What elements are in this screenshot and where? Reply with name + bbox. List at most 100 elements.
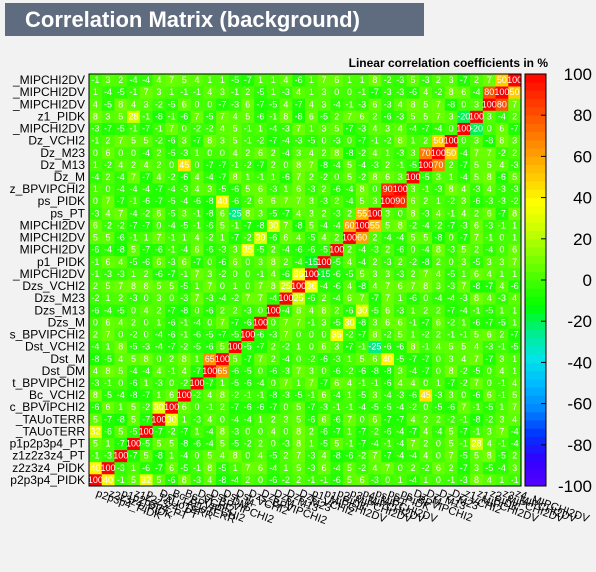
- heatmap-cell-value: -4: [193, 317, 201, 327]
- heatmap-cell-value: -1: [193, 87, 201, 97]
- color-scale-band: [525, 403, 546, 413]
- heatmap-cell-value: 2: [156, 305, 161, 315]
- heatmap-cell-value: 0: [347, 136, 352, 146]
- heatmap-cell-value: -1: [91, 136, 99, 146]
- heatmap-cell-value: 6: [106, 148, 111, 158]
- heatmap-cell: [508, 461, 522, 475]
- heatmap-cell-value: -1: [345, 402, 353, 412]
- heatmap-cell-value: -1: [244, 390, 252, 400]
- heatmap-cell-value: -4: [91, 342, 99, 352]
- heatmap-cell-value: 7: [296, 124, 301, 134]
- heatmap-cell-value: 8: [474, 293, 479, 303]
- heatmap-cell-value: 3: [322, 124, 327, 134]
- heatmap-cell-value: 1: [436, 196, 441, 206]
- heatmap-cell-value: -5: [345, 269, 353, 279]
- heatmap-cell: [305, 316, 319, 329]
- heatmap-cell-value: 6: [93, 220, 98, 230]
- heatmap-cell-value: 8: [182, 475, 187, 485]
- heatmap-cell-value: 1: [512, 269, 517, 279]
- heatmap-cell-value: 4: [474, 342, 479, 352]
- heatmap-cell-value: 30: [154, 402, 164, 412]
- heatmap-cell-value: -4: [180, 196, 188, 206]
- heatmap-cell-value: 0: [461, 136, 466, 146]
- heatmap-cell-value: -3: [320, 196, 328, 206]
- heatmap-cell-value: -4: [231, 475, 239, 485]
- heatmap-cell-value: 2: [258, 439, 263, 449]
- heatmap-cell-value: 3: [474, 99, 479, 109]
- page-title: Correlation Matrix (background): [5, 3, 424, 36]
- heatmap-cell: [101, 352, 115, 366]
- heatmap-cell-value: -2: [447, 414, 455, 424]
- heatmap-cell: [457, 316, 471, 329]
- heatmap-cell-value: -5: [231, 378, 239, 388]
- heatmap-cell-value: 2: [271, 414, 276, 424]
- color-scale-band: [525, 106, 546, 116]
- heatmap-cell-value: 0: [258, 366, 263, 376]
- heatmap-cell-value: -5: [168, 208, 176, 218]
- heatmap-cell-value: 8: [487, 451, 492, 461]
- heatmap-cell-value: -7: [422, 354, 430, 364]
- heatmap-cell: [508, 376, 522, 390]
- heatmap-cell-value: -8: [345, 148, 353, 158]
- heatmap-cell-value: 2: [322, 148, 327, 158]
- heatmap-cell-value: 3: [398, 366, 403, 376]
- heatmap-cell-value: -7: [231, 233, 239, 243]
- heatmap-cell-value: -7: [257, 342, 265, 352]
- heatmap-cell: [305, 292, 319, 305]
- heatmap-cell-value: 5: [449, 439, 454, 449]
- heatmap-cell-value: 5: [347, 463, 352, 473]
- heatmap-cell-value: 0: [499, 245, 504, 255]
- heatmap-cell-value: 0: [309, 330, 314, 340]
- heatmap-cell: [292, 449, 306, 463]
- heatmap-cell-value: -4: [434, 293, 442, 303]
- color-scale-tick-label: -100: [558, 477, 592, 496]
- heatmap-cell: [482, 401, 496, 414]
- heatmap-cell-value: 6: [385, 172, 390, 182]
- heatmap-cell: [228, 401, 242, 414]
- heatmap-cell: [381, 461, 395, 475]
- heatmap-cell-value: -6: [473, 317, 481, 327]
- heatmap-cell-value: -4: [485, 245, 493, 255]
- heatmap-cell-value: 1: [131, 269, 136, 279]
- heatmap-cell-value: 4: [118, 317, 123, 327]
- heatmap-cell: [330, 413, 344, 426]
- heatmap-cell-value: 7: [194, 293, 199, 303]
- heatmap-cell-value: 7: [220, 317, 225, 327]
- heatmap-cell-value: 4: [461, 184, 466, 194]
- heatmap-cell: [495, 401, 509, 414]
- heatmap-cell-value: 1: [296, 378, 301, 388]
- heatmap-cell: [482, 389, 496, 402]
- heatmap-cell-value: -6: [142, 257, 150, 267]
- heatmap-cell: [139, 425, 153, 438]
- heatmap-cell: [203, 461, 217, 475]
- heatmap-cell: [266, 340, 280, 354]
- heatmap-cell: [89, 328, 103, 341]
- heatmap-cell: [317, 340, 331, 354]
- heatmap-cell-value: 7: [512, 99, 517, 109]
- heatmap-cell-value: 36: [306, 281, 316, 291]
- heatmap-cell-value: -2: [155, 136, 163, 146]
- heatmap-cell-value: 0: [283, 426, 288, 436]
- heatmap-cell-value: -4: [282, 305, 290, 315]
- heatmap-cell: [279, 473, 293, 487]
- heatmap-cell: [444, 473, 458, 487]
- heatmap-cell-value: -6: [168, 136, 176, 146]
- heatmap-cell-value: 4: [131, 99, 136, 109]
- heatmap-cell: [165, 352, 179, 366]
- heatmap-cell: [457, 340, 471, 354]
- heatmap-cell: [305, 437, 319, 451]
- heatmap-cell: [343, 340, 357, 354]
- heatmap-cell-value: 4: [233, 111, 238, 121]
- heatmap-cell: [127, 316, 141, 329]
- heatmap-cell-value: 2: [334, 233, 339, 243]
- heatmap-cell: [139, 328, 153, 341]
- heatmap-cell-value: -3: [180, 293, 188, 303]
- heatmap-cell-value: 40: [217, 196, 227, 206]
- heatmap-cell-value: 7: [309, 378, 314, 388]
- heatmap-cell-value: -4: [396, 233, 404, 243]
- heatmap-cell-value: -5: [257, 245, 265, 255]
- heatmap-cell: [165, 401, 179, 414]
- heatmap-cell: [406, 352, 420, 366]
- heatmap-cell: [355, 316, 369, 329]
- heatmap-cell-value: -3: [460, 475, 468, 485]
